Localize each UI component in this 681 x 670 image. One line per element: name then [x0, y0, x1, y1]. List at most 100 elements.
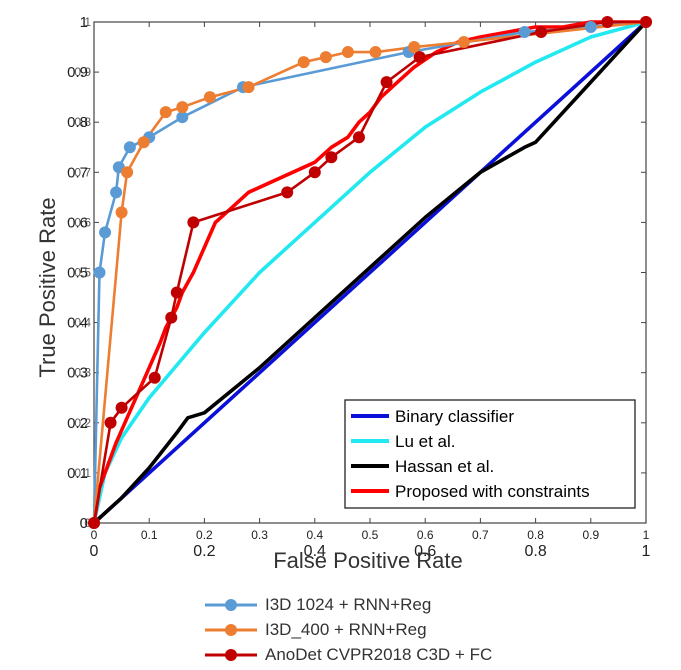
data-point: [408, 41, 421, 54]
legend-label: Hassan et al.: [395, 457, 494, 476]
data-point: [159, 106, 172, 119]
inner-legend: Binary classifier Lu et al. Hassan et al. P…: [344, 399, 636, 509]
y-tick-label: 0: [84, 516, 91, 530]
outer-legend-label: I3D 1024 + RNN+Reg: [265, 594, 432, 614]
x-tick-label-major: 0.8: [524, 543, 546, 560]
data-point: [121, 166, 134, 179]
y-tick-label: 0.5: [67, 265, 88, 282]
y-tick-label: 0.4: [67, 315, 88, 332]
series-line: [92, 20, 648, 525]
data-point: [352, 131, 365, 144]
data-point: [187, 216, 200, 229]
y-tick-label: 0.6: [67, 214, 88, 231]
x-tick-label: 0.8: [527, 528, 544, 542]
series-markers: [88, 16, 652, 529]
outer-legend-swatch-icon: [205, 648, 257, 661]
data-point: [176, 101, 189, 114]
data-point: [165, 311, 178, 324]
y-tick-label: 0.3: [74, 366, 91, 380]
x-tick-label-major: 1: [642, 543, 651, 560]
data-point: [123, 141, 136, 154]
data-point: [104, 416, 117, 429]
y-axis-title: True Positive Rate: [35, 197, 60, 377]
y-tick-label: 0.7: [67, 164, 88, 181]
y-tick-label: 0.3: [67, 365, 88, 382]
outer-legend-entry: I3D 1024 + RNN+Reg: [205, 592, 535, 617]
y-tick-label: 0.2: [67, 415, 88, 432]
data-point: [325, 151, 338, 164]
legend-label: Lu et al.: [395, 432, 456, 451]
data-point: [308, 166, 321, 179]
y-tick-label: 0.1: [74, 466, 91, 480]
x-tick-label-major: 0.6: [414, 543, 436, 560]
data-point: [115, 206, 128, 219]
outer-legend-entry: I3D_400 + RNN+Reg: [205, 617, 535, 642]
data-point: [176, 111, 189, 124]
data-point: [110, 186, 123, 199]
data-point: [369, 46, 382, 59]
series-line: [92, 20, 648, 525]
outer-legend-swatch-icon: [205, 598, 257, 611]
x-tick-label: 0: [91, 528, 98, 542]
x-tick-label: 0.4: [306, 528, 323, 542]
data-point: [148, 371, 161, 384]
legend-box: [344, 399, 636, 509]
y-tick-label: 1: [80, 14, 88, 31]
x-tick-label-major: 0.2: [193, 543, 215, 560]
y-tick-label: 0: [80, 515, 88, 532]
y-tick-label: 0.7: [74, 165, 91, 179]
data-point: [584, 21, 597, 34]
data-point: [170, 286, 183, 299]
outer-legend-entry: AnoDet CVPR2018 C3D + FC: [205, 642, 535, 667]
data-point: [319, 51, 332, 64]
data-point: [203, 91, 216, 104]
y-tick-label: 0.9: [74, 65, 91, 79]
y-tick-label: 0.2: [74, 416, 91, 430]
data-point: [457, 36, 470, 49]
data-point: [137, 136, 150, 149]
x-axis-title: False Positive Rate: [273, 548, 463, 573]
data-point: [380, 76, 393, 89]
y-tick-label: 0.8: [74, 115, 91, 129]
data-point: [242, 81, 255, 94]
y-tick-label: 0.6: [74, 215, 91, 229]
x-tick-label: 1: [643, 528, 650, 542]
data-point: [518, 26, 531, 39]
data-point: [115, 401, 128, 414]
data-point: [297, 56, 310, 69]
x-tick-label: 0.9: [582, 528, 599, 542]
data-point: [601, 16, 614, 28]
x-tick-label: 0.6: [417, 528, 434, 542]
data-point: [413, 51, 426, 64]
outer-legend-label: AnoDet CVPR2018 C3D + FC: [265, 644, 493, 664]
data-point: [281, 186, 294, 199]
legend-label: Proposed with constraints: [395, 482, 590, 501]
series-line: [92, 20, 648, 525]
y-tick-label: 0.4: [74, 316, 91, 330]
y-tick-label: 1: [84, 15, 91, 29]
outer-legend: I3D 1024 + RNN+Reg I3D_400 + RNN+Reg Ano…: [205, 592, 535, 667]
legend-label: Binary classifier: [395, 407, 514, 426]
x-tick-label: 0.2: [196, 528, 213, 542]
x-tick-label: 0.3: [251, 528, 268, 542]
x-tick-label-major: 0.4: [304, 543, 326, 560]
series-line: [92, 20, 648, 525]
data-point: [341, 46, 354, 59]
y-tick-label: 0.5: [74, 266, 91, 280]
y-tick-label: 0.1: [67, 465, 88, 482]
y-tick-label: 0.8: [67, 114, 88, 131]
data-point: [535, 26, 548, 39]
series-line: [92, 20, 648, 525]
data-point: [99, 226, 112, 239]
y-tick-label: 0.9: [67, 64, 88, 81]
data-point: [93, 266, 106, 279]
data-point: [88, 517, 100, 529]
roc-chart: 0 0.1 0.2 0.3 0.4 0.5 0.6 0.7 0.8 0.9 10 0.2 0.4 0.6 0…: [35, 14, 652, 573]
outer-legend-label: I3D_400 + RNN+Reg: [265, 619, 427, 639]
x-tick-label: 0.7: [472, 528, 489, 542]
data-point: [640, 16, 652, 28]
outer-legend-swatch-icon: [205, 623, 257, 636]
x-tick-label-major: 0: [90, 543, 99, 560]
x-tick-label: 0.1: [141, 528, 158, 542]
x-tick-label: 0.5: [362, 528, 379, 542]
